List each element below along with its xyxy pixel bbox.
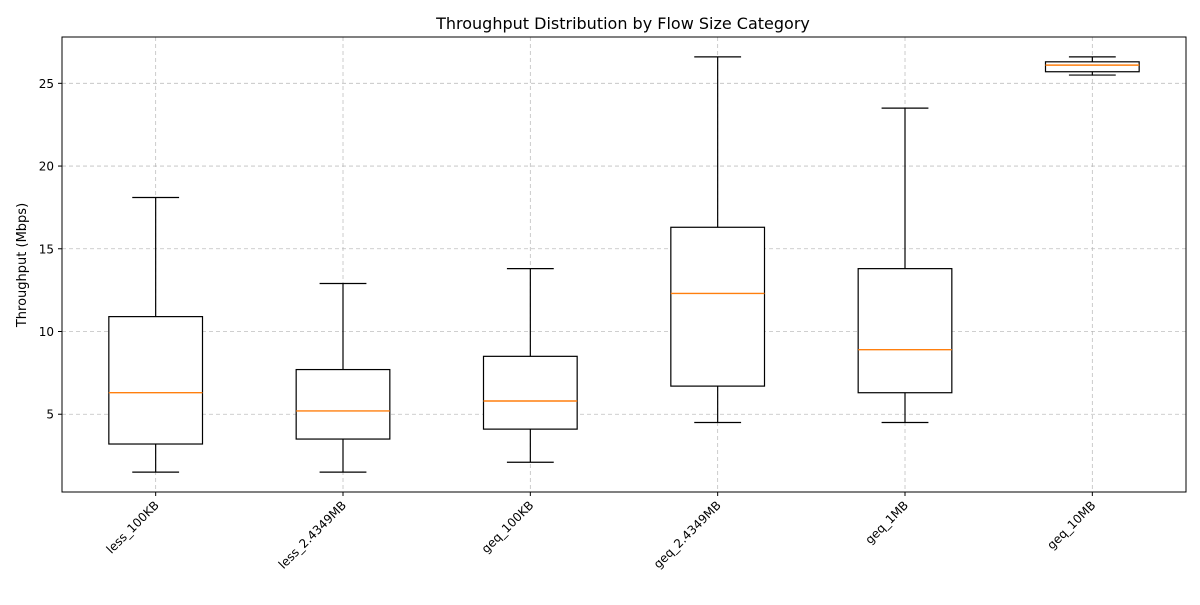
box-group xyxy=(670,56,766,424)
box-group xyxy=(1044,56,1140,76)
y-tick-label: 10 xyxy=(39,325,54,339)
y-tick-label: 15 xyxy=(39,242,54,256)
x-tick-label: less_100KB xyxy=(104,498,162,556)
box-group xyxy=(108,196,204,473)
y-tick-label: 20 xyxy=(39,160,54,174)
x-tick-label: geq_100KB xyxy=(479,498,537,556)
x-tick-label: geq_1MB xyxy=(862,498,911,547)
plot-frame xyxy=(61,36,1187,493)
box-group xyxy=(857,107,953,424)
box-iqr xyxy=(108,316,204,445)
box-iqr xyxy=(295,368,391,440)
box-group xyxy=(482,268,578,463)
x-tick-label: geq_2.4349MB xyxy=(651,498,724,571)
grid-layer xyxy=(62,37,1186,492)
chart-title: Throughput Distribution by Flow Size Cat… xyxy=(435,14,810,33)
y-axis-label: Throughput (Mbps) xyxy=(15,203,30,328)
x-tick-label: geq_10MB xyxy=(1044,498,1098,552)
y-tick-label: 25 xyxy=(39,77,54,91)
box-group xyxy=(295,282,391,473)
y-tick-label: 5 xyxy=(46,408,54,422)
box-iqr xyxy=(1044,61,1140,73)
box-iqr xyxy=(482,355,578,430)
box-iqr xyxy=(857,268,953,394)
box-iqr xyxy=(670,226,766,387)
x-tick-label: less_2.4349MB xyxy=(276,498,349,571)
box-layer xyxy=(108,56,1140,473)
